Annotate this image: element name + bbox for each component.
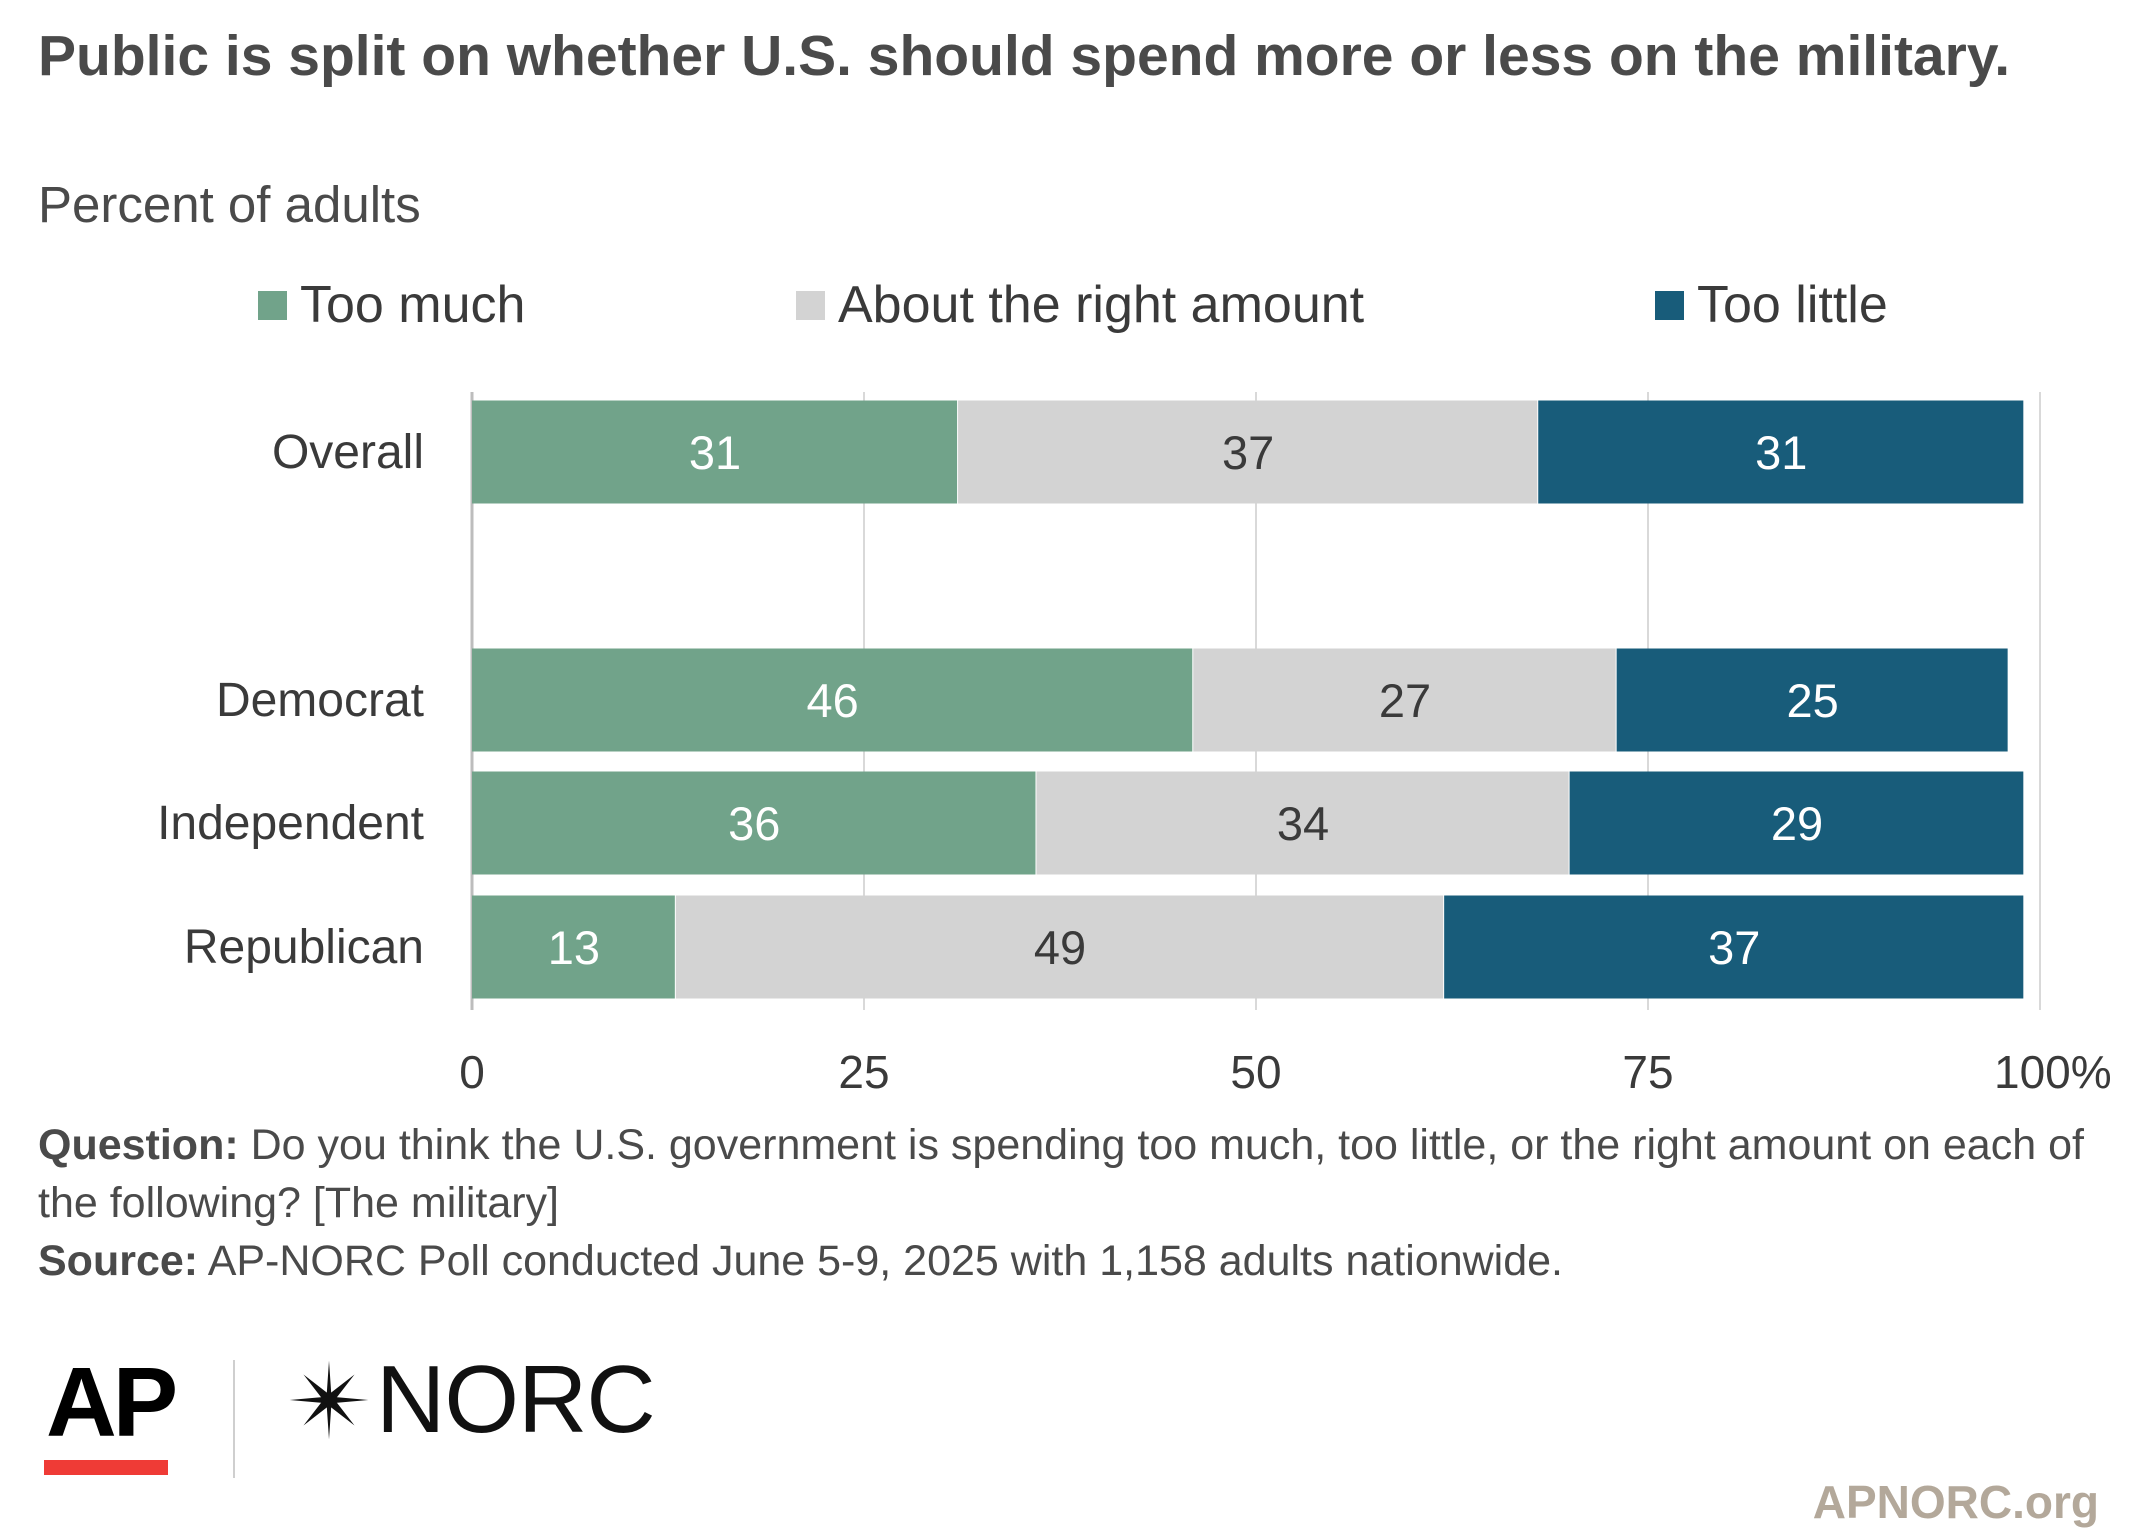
bar-segment: 37 — [1444, 895, 2024, 999]
data-label: 36 — [728, 797, 780, 850]
legend-item: Too little — [1655, 276, 1888, 334]
bar-segment: 31 — [472, 400, 958, 504]
data-label: 27 — [1379, 674, 1431, 727]
source-label: Source: — [38, 1237, 199, 1285]
norc-wordmark: NORC — [376, 1346, 656, 1453]
bar-segment: 37 — [958, 400, 1538, 504]
data-label: 29 — [1771, 797, 1823, 850]
legend-label: Too little — [1697, 276, 1888, 334]
bar-segment: 25 — [1616, 648, 2008, 752]
legend-label: Too much — [300, 276, 525, 334]
question-label: Question: — [38, 1121, 239, 1169]
data-label: 37 — [1222, 426, 1274, 479]
x-tick-label: 25 — [838, 1046, 889, 1098]
bar-segment: 36 — [472, 771, 1036, 875]
category-label: Democrat — [216, 674, 424, 727]
chart-notes: Question: Do you think the U.S. governme… — [38, 1116, 2118, 1290]
bar-rect — [1616, 648, 2008, 752]
logo-divider — [233, 1360, 235, 1478]
category-label: Republican — [184, 921, 424, 974]
data-label: 37 — [1708, 921, 1760, 974]
bar-rect — [675, 895, 1444, 999]
bar-rect — [1193, 648, 1616, 752]
bar-rect — [472, 895, 675, 999]
bar-segment: 49 — [675, 895, 1444, 999]
bar-rect — [472, 648, 1193, 752]
legend-label: About the right amount — [838, 276, 1365, 334]
data-label: 46 — [806, 674, 858, 727]
bar-rect — [472, 771, 1036, 875]
site-link[interactable]: APNORC.org — [1812, 1476, 2099, 1528]
bar-rect — [958, 400, 1538, 504]
data-label: 49 — [1034, 921, 1086, 974]
bar-segment: 31 — [1538, 400, 2024, 504]
legend-item: Too much — [258, 276, 525, 334]
bar-segment: 27 — [1193, 648, 1616, 752]
ap-logo-bar — [44, 1460, 168, 1475]
x-tick-label: 100% — [1994, 1046, 2112, 1098]
legend-swatch — [1655, 291, 1684, 320]
data-label: 31 — [1755, 426, 1807, 479]
legend-swatch — [796, 291, 825, 320]
legend: Too much About the right amount Too little — [258, 276, 1888, 334]
data-label: 25 — [1786, 674, 1838, 727]
bar-segment: 29 — [1569, 771, 2024, 875]
category-label: Independent — [157, 797, 424, 850]
data-label: 34 — [1277, 797, 1329, 850]
bar-rect — [472, 400, 958, 504]
bar-rect — [1538, 400, 2024, 504]
x-axis-ticks: 0 25 50 75 100% — [459, 1046, 2111, 1098]
data-label: 31 — [689, 426, 741, 479]
bar-rect — [1036, 771, 1569, 875]
source-note: Source: AP-NORC Poll conducted June 5-9,… — [38, 1232, 2118, 1290]
bars: 31 37 31 46 27 25 36 34 29 13 49 37 — [472, 400, 2024, 999]
question-text: Do you think the U.S. government is spen… — [38, 1121, 2084, 1227]
bar-rect — [1569, 771, 2024, 875]
bar-segment: 34 — [1036, 771, 1569, 875]
data-label: 13 — [548, 921, 600, 974]
category-labels: Overall Democrat Independent Republican — [157, 426, 424, 974]
category-label: Overall — [272, 426, 424, 479]
x-tick-label: 0 — [459, 1046, 485, 1098]
bar-segment: 46 — [472, 648, 1193, 752]
stacked-bar-chart: Too much About the right amount Too little… — [157, 276, 2112, 1098]
chart-subtitle: Percent of adults — [38, 176, 421, 233]
norc-logo: NORC — [288, 1346, 656, 1453]
x-tick-label: 50 — [1230, 1046, 1281, 1098]
bar-segment: 13 — [472, 895, 675, 999]
legend-swatch — [258, 291, 287, 320]
norc-star-icon — [289, 1360, 369, 1440]
ap-logo: AP — [46, 1347, 178, 1457]
source-text: AP-NORC Poll conducted June 5-9, 2025 wi… — [207, 1237, 1563, 1285]
chart-title: Public is split on whether U.S. should s… — [38, 24, 2011, 88]
x-tick-label: 75 — [1622, 1046, 1673, 1098]
bar-rect — [1444, 895, 2024, 999]
legend-item: About the right amount — [796, 276, 1365, 334]
question-note: Question: Do you think the U.S. governme… — [38, 1116, 2118, 1232]
